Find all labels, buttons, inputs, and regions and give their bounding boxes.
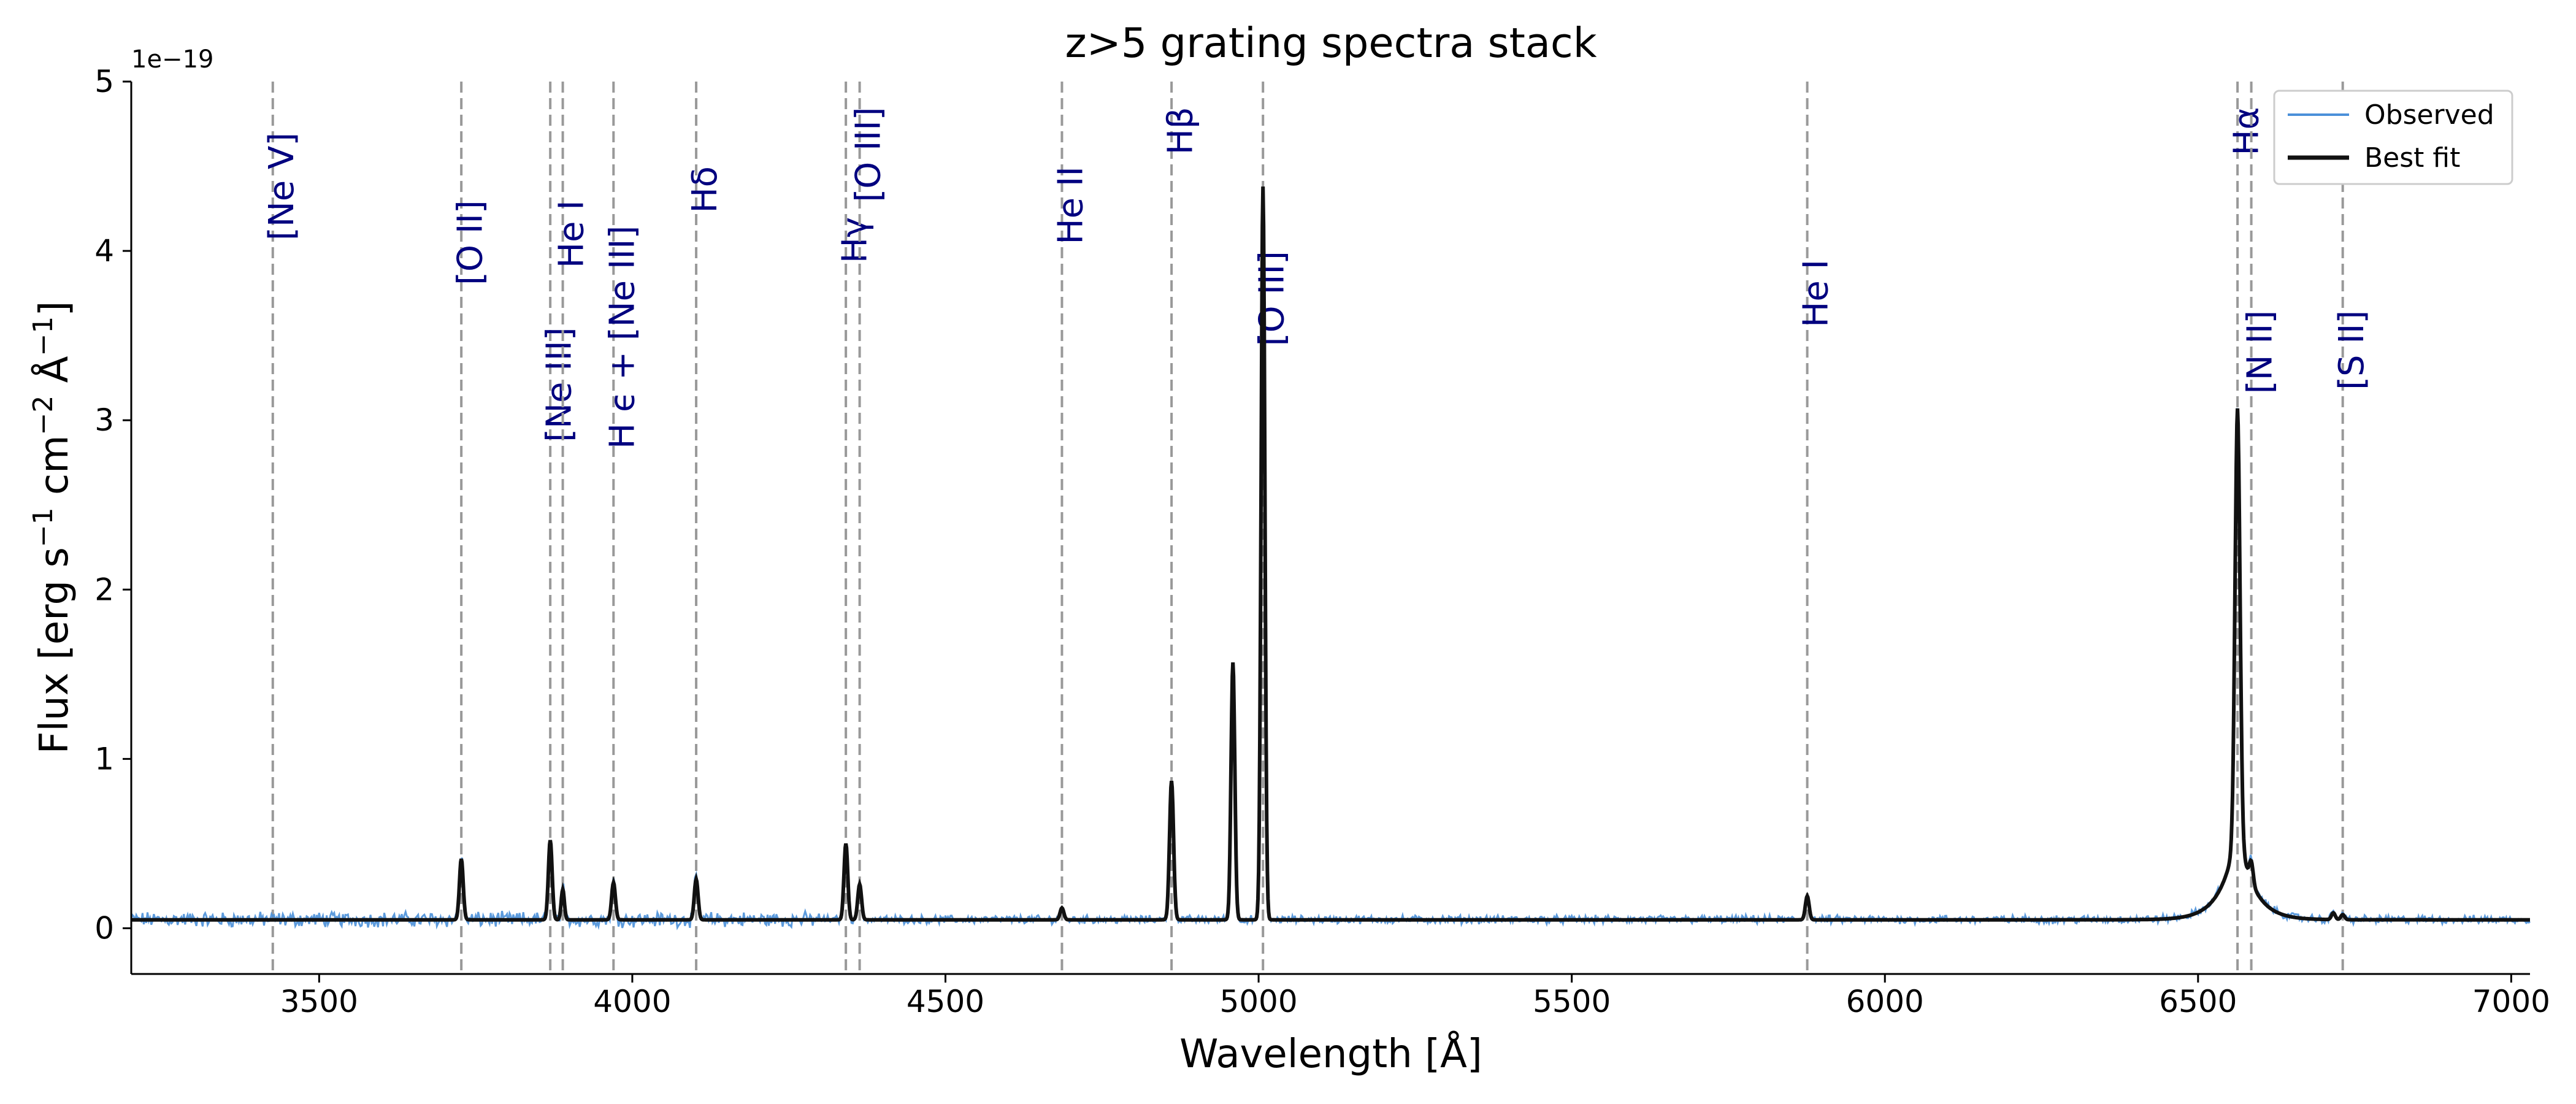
y-tick-label: 3 <box>94 402 114 438</box>
y-tick-label: 1 <box>94 741 114 776</box>
x-tick-label: 3500 <box>280 984 358 1019</box>
x-tick-label: 7000 <box>2472 984 2550 1019</box>
best-fit-series <box>131 186 2530 922</box>
line-marker-label: He I <box>1796 259 1836 328</box>
axes <box>130 82 2530 975</box>
x-tick-label: 6000 <box>1846 984 1924 1019</box>
y-axis-label: Flux [erg s−1 cm−2 Å−1] <box>28 301 78 754</box>
line-marker-label: H ϵ + [Ne III] <box>602 226 642 449</box>
line-marker-label: [Ne III] <box>539 327 579 442</box>
x-tick-label: 5000 <box>1219 984 1297 1019</box>
line-marker-label: He I <box>552 200 592 268</box>
x-tick-label: 4000 <box>593 984 671 1019</box>
x-tick-label: 6500 <box>2159 984 2237 1019</box>
line-marker-label: [N II] <box>2241 310 2280 394</box>
line-marker-label: Hα <box>2226 107 2266 155</box>
line-marker-label: [O II] <box>450 200 490 285</box>
y-tick-label: 5 <box>94 64 114 99</box>
y-tick-label: 0 <box>94 910 114 946</box>
line-marker-label: [O III] <box>1252 251 1292 346</box>
legend-label-best-fit: Best fit <box>2364 142 2460 174</box>
legend-label-observed: Observed <box>2364 99 2494 131</box>
x-tick-label: 4500 <box>907 984 984 1019</box>
line-marker-label: Hδ <box>685 166 725 213</box>
chart-title: z>5 grating spectra stack <box>1065 19 1597 67</box>
line-marker-label: [S II] <box>2332 310 2372 390</box>
line-marker-label: Hγ <box>835 217 875 263</box>
line-marker-label: Hβ <box>1160 107 1200 155</box>
y-tick-label: 4 <box>94 233 114 269</box>
y-offset-label: 1e−19 <box>131 45 213 74</box>
line-marker-label: [O III] <box>849 107 889 202</box>
line-marker-label: [Ne V] <box>262 132 302 240</box>
y-tick-label: 2 <box>94 572 114 607</box>
ticks: 3500 4000 4500 5000 5500 6000 6500 7000 0 1 2 3 4 5 <box>94 64 2550 1019</box>
x-axis-label: Wavelength [Å] <box>1179 1030 1482 1077</box>
line-marker-label: He II <box>1051 166 1091 244</box>
x-tick-label: 5500 <box>1533 984 1611 1019</box>
legend: Observed Best fit <box>2273 90 2513 185</box>
best-fit-line <box>131 186 2530 922</box>
